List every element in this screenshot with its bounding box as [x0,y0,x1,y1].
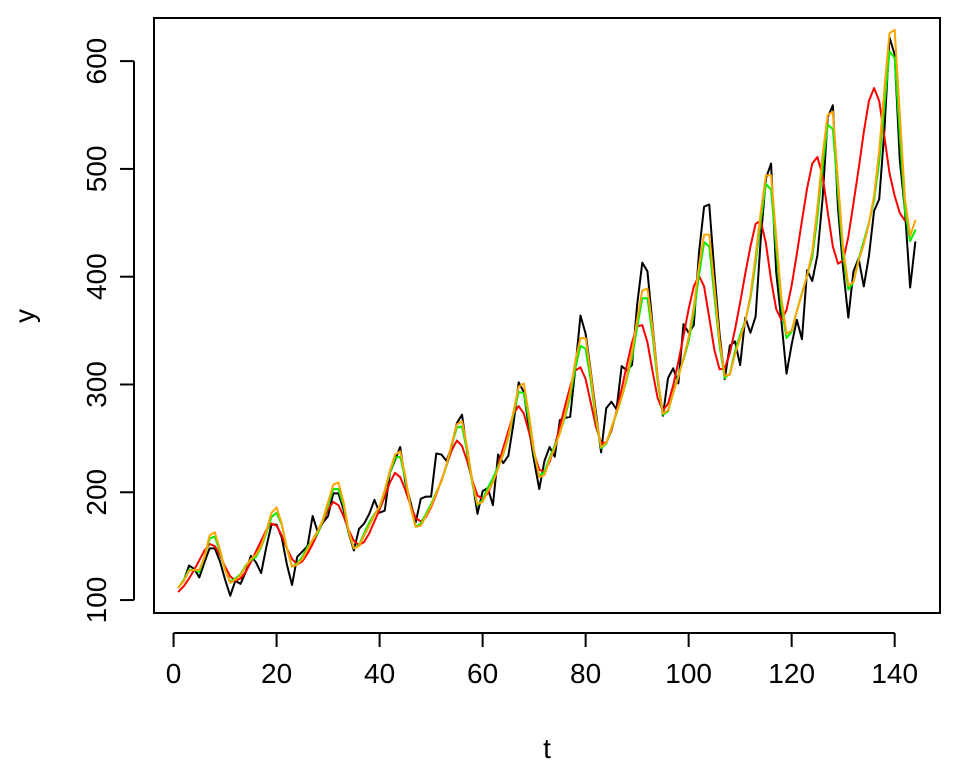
plot-frame [153,17,941,614]
x-tick-label: 20 [261,658,292,689]
x-tick-label: 100 [665,658,712,689]
series-line-4 [177,28,917,589]
y-axis-title: y [9,309,40,323]
x-tick-label: 60 [467,658,498,689]
y-tick-label: 300 [81,361,112,408]
x-tick-label: 120 [768,658,815,689]
series-line-2 [177,87,906,593]
x-tick-label: 80 [570,658,601,689]
y-axis: 100 200 300 400 500 600 [81,38,135,624]
x-tick-label: 140 [871,658,918,689]
y-tick-label: 200 [81,469,112,516]
y-tick-label: 100 [81,577,112,624]
series-line-1 [177,36,917,597]
y-tick-label: 600 [81,38,112,85]
x-tick-label: 40 [364,658,395,689]
series-line-3 [177,50,917,589]
y-tick-label: 400 [81,253,112,300]
series-layer [177,28,917,597]
x-axis-title: t [543,733,551,764]
x-axis: 0 20 40 60 80 100 120 140 [166,632,918,689]
y-tick-label: 500 [81,146,112,193]
x-tick-label: 0 [166,658,182,689]
